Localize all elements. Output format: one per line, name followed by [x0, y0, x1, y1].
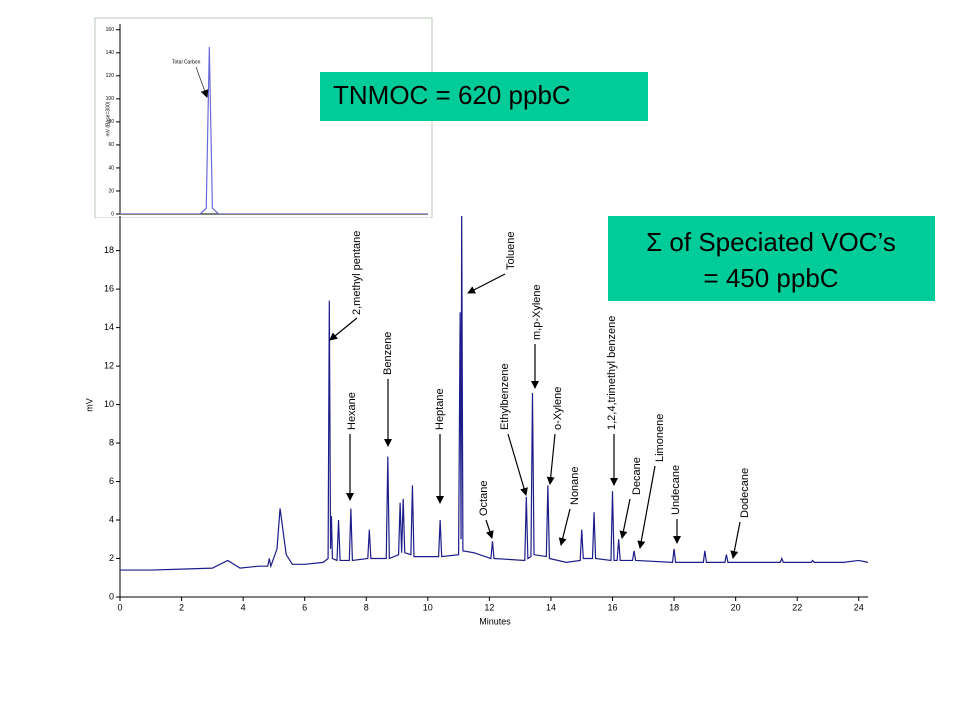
peak-arrow: [546, 433, 556, 485]
callout-text: Σ of Speciated VOC’s: [646, 227, 896, 257]
peak-arrow: [619, 498, 631, 539]
trace: [120, 216, 869, 571]
peak-label: Ethylbenzene: [499, 363, 511, 430]
y-tick-label: 140: [106, 50, 115, 56]
peak-label: Hexane: [346, 392, 358, 430]
peak-arrow: [467, 273, 506, 294]
peak-arrow: [507, 433, 528, 496]
peak-label: o-Xylene: [552, 387, 564, 430]
x-axis-label: Minutes: [479, 616, 511, 626]
x-tick-label: 12: [484, 602, 494, 612]
y-tick-label: 0: [111, 211, 114, 217]
peak-label: Nonane: [569, 466, 581, 505]
y-tick-label: 4: [109, 514, 114, 524]
x-tick-label: 2: [179, 602, 184, 612]
peak-label: Undecane: [670, 465, 682, 515]
peak-label: Total Carbon: [172, 59, 201, 65]
y-tick-label: 14: [104, 322, 114, 332]
x-tick-label: 20: [731, 602, 741, 612]
y-tick-label: 6: [109, 476, 114, 486]
y-axis-label: mV: [84, 398, 94, 412]
peak-label: 2,methyl pentane: [351, 231, 363, 315]
x-tick-label: 16: [608, 602, 618, 612]
peak-arrow: [730, 521, 741, 559]
y-tick-label: 40: [108, 165, 114, 171]
peak-label: Limonene: [654, 414, 666, 462]
y-tick-label: 8: [109, 437, 114, 447]
y-tick-label: 120: [106, 73, 115, 79]
x-tick-label: 6: [302, 602, 307, 612]
y-tick-label: 2: [109, 553, 114, 563]
peak-arrow: [558, 508, 571, 546]
peak-arrow: [637, 465, 656, 549]
x-tick-label: 8: [364, 602, 369, 612]
x-tick-label: 10: [423, 602, 433, 612]
peak-label: Toluene: [505, 231, 517, 270]
x-tick-label: 14: [546, 602, 556, 612]
peak-arrow: [485, 519, 494, 539]
callout-text: = 450 ppbC: [703, 263, 838, 293]
y-tick-label: 10: [104, 399, 114, 409]
x-tick-label: 24: [854, 602, 864, 612]
peak-label: 1,2,4,trimethyl benzene: [606, 316, 618, 430]
y-tick-label: 80: [108, 119, 114, 125]
y-tick-label: 20: [108, 188, 114, 194]
x-tick-label: 4: [241, 602, 246, 612]
x-tick-label: 0: [117, 602, 122, 612]
y-tick-label: 12: [104, 360, 114, 370]
callout-box: [320, 72, 648, 121]
peak-label: Octane: [478, 481, 490, 516]
peak-label: Dodecane: [739, 468, 751, 518]
y-tick-label: 16: [104, 283, 114, 293]
y-axis-label: mV (Base=300): [105, 101, 111, 136]
y-tick-label: 18: [104, 245, 114, 255]
peak-label: Decane: [631, 457, 643, 495]
y-tick-label: 0: [109, 591, 114, 601]
y-tick-label: 100: [106, 96, 115, 102]
y-tick-label: 160: [106, 27, 115, 33]
callout-box: [608, 216, 935, 301]
peak-arrow: [195, 66, 209, 98]
callout-text: TNMOC = 620 ppbC: [333, 80, 571, 110]
peak-label: Heptane: [434, 388, 446, 430]
peak-label: Benzene: [382, 332, 394, 375]
peak-arrow: [329, 317, 358, 341]
y-tick-label: 60: [108, 142, 114, 148]
trace: [120, 47, 428, 214]
peak-label: m,p-Xylene: [531, 284, 543, 340]
x-tick-label: 22: [792, 602, 802, 612]
x-tick-label: 18: [669, 602, 679, 612]
